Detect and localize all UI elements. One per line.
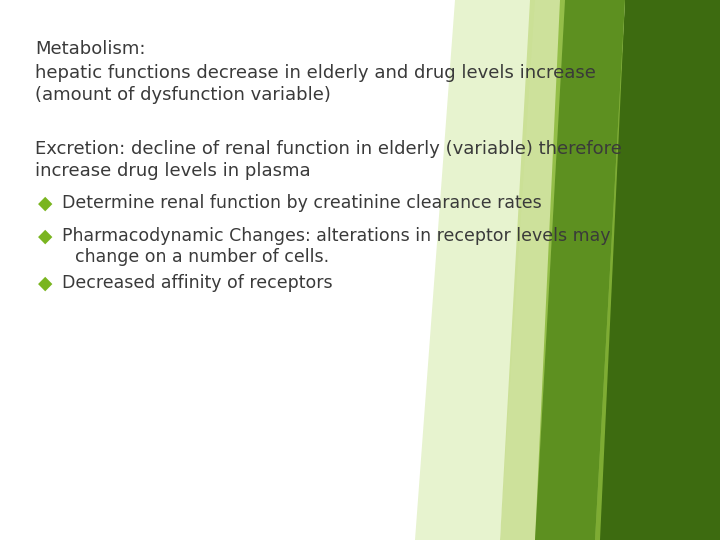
Text: Determine renal function by creatinine clearance rates: Determine renal function by creatinine c…	[62, 194, 541, 212]
Text: Excretion: decline of renal function in elderly (variable) therefore: Excretion: decline of renal function in …	[35, 140, 622, 158]
Polygon shape	[535, 0, 625, 540]
Text: increase drug levels in plasma: increase drug levels in plasma	[35, 162, 310, 180]
Text: Metabolism:: Metabolism:	[35, 40, 145, 58]
Text: change on a number of cells.: change on a number of cells.	[75, 248, 329, 266]
Polygon shape	[415, 0, 535, 540]
Text: (amount of dysfunction variable): (amount of dysfunction variable)	[35, 86, 331, 104]
Polygon shape	[595, 0, 720, 540]
Text: Pharmacodynamic Changes: alterations in receptor levels may: Pharmacodynamic Changes: alterations in …	[62, 227, 611, 245]
Text: Decreased affinity of receptors: Decreased affinity of receptors	[62, 274, 333, 292]
Polygon shape	[535, 0, 625, 540]
Text: ◆: ◆	[38, 194, 53, 213]
Text: hepatic functions decrease in elderly and drug levels increase: hepatic functions decrease in elderly an…	[35, 64, 596, 82]
Text: ◆: ◆	[38, 274, 53, 293]
Polygon shape	[500, 0, 565, 540]
Text: ◆: ◆	[38, 227, 53, 246]
